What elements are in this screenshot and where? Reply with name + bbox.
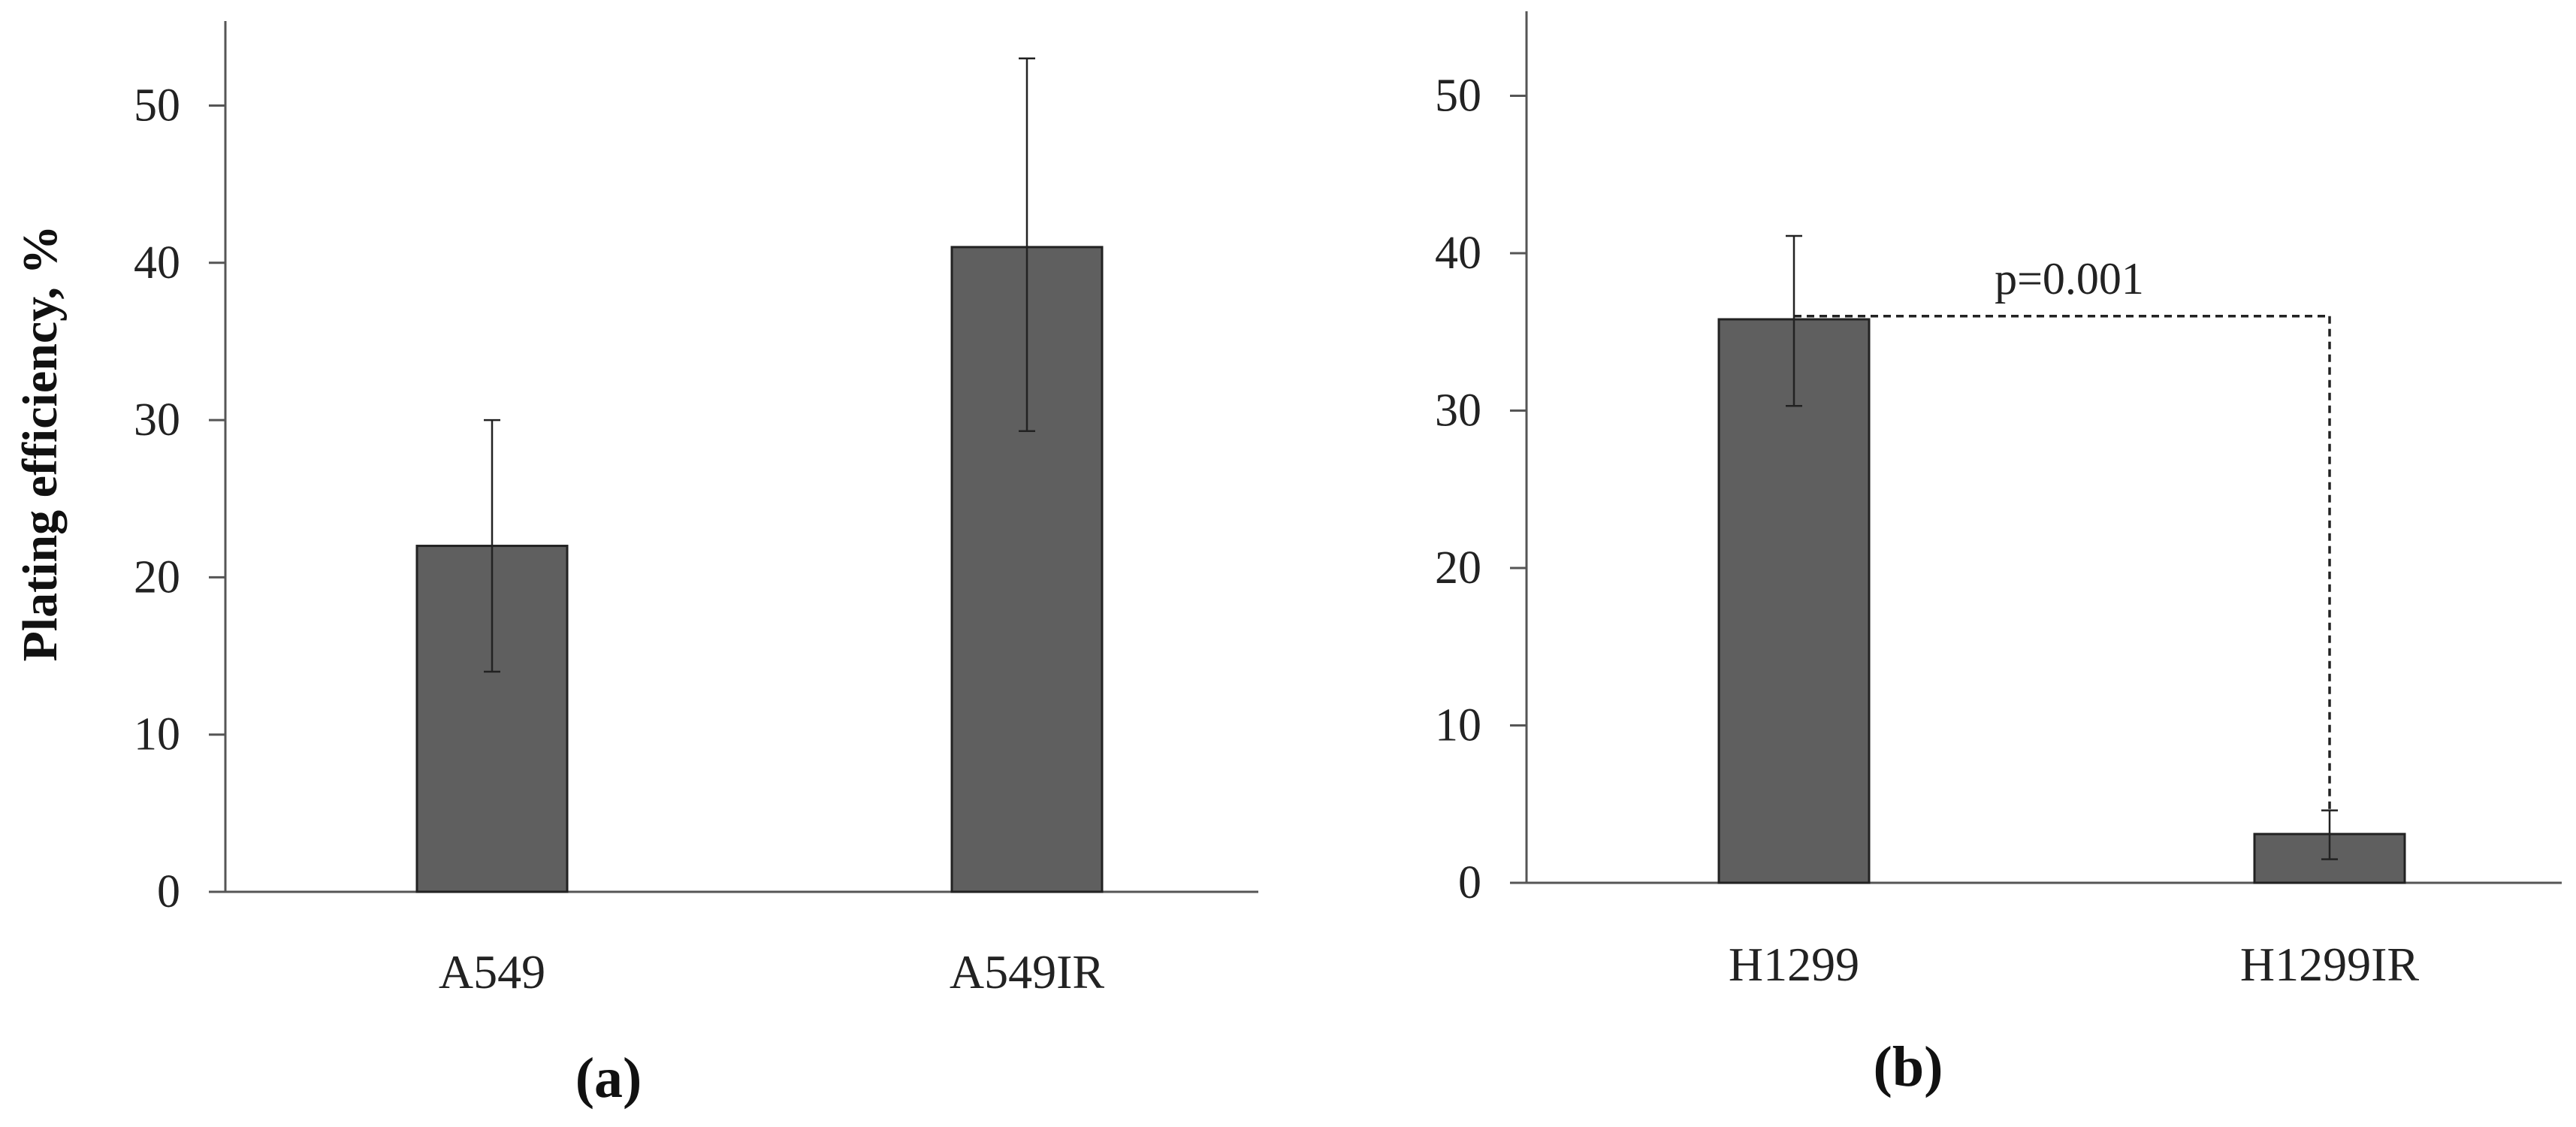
panel-label-b: (b) bbox=[1874, 1035, 1943, 1098]
chart-panel-b: 0 10 20 30 40 50 H1299 H1299IR p=0.001 (b) bbox=[1435, 11, 2562, 1098]
y-tick-label: 0 bbox=[157, 866, 180, 917]
category-label: A549IR bbox=[950, 945, 1105, 999]
category-label: A549 bbox=[439, 945, 545, 999]
category-labels-a: A549 A549IR bbox=[439, 945, 1105, 999]
y-tick-label: 30 bbox=[1435, 385, 1481, 437]
y-tick-label: 10 bbox=[1435, 700, 1481, 751]
bar-h1299 bbox=[1717, 318, 1871, 884]
y-tick-label: 0 bbox=[1458, 857, 1481, 908]
bars-a bbox=[415, 57, 1104, 893]
panel-label-a: (a) bbox=[575, 1047, 642, 1110]
y-ticks-a: 0 10 20 30 40 50 bbox=[134, 80, 225, 917]
y-tick-label: 40 bbox=[134, 237, 180, 289]
y-tick-label: 10 bbox=[134, 709, 180, 760]
y-ticks-b: 0 10 20 30 40 50 bbox=[1435, 71, 1527, 908]
category-label: H1299IR bbox=[2240, 938, 2420, 991]
significance-bracket: p=0.001 bbox=[1794, 254, 2331, 811]
y-tick-label: 30 bbox=[134, 394, 180, 446]
category-label: H1299 bbox=[1729, 938, 1859, 991]
y-tick-label: 20 bbox=[1435, 542, 1481, 594]
y-axis-label-a: Plating efficiency, % bbox=[13, 225, 68, 661]
y-tick-label: 40 bbox=[1435, 228, 1481, 279]
bars-b bbox=[1717, 234, 2406, 884]
p-value-annotation: p=0.001 bbox=[1995, 254, 2144, 304]
chart-panel-a: 0 10 20 30 40 50 A549 A549IR Plating efficienc… bbox=[13, 21, 1258, 1110]
category-labels-b: H1299 H1299IR bbox=[1729, 938, 2420, 991]
y-tick-label: 20 bbox=[134, 551, 180, 603]
y-tick-label: 50 bbox=[134, 80, 180, 131]
y-tick-label: 50 bbox=[1435, 71, 1481, 122]
